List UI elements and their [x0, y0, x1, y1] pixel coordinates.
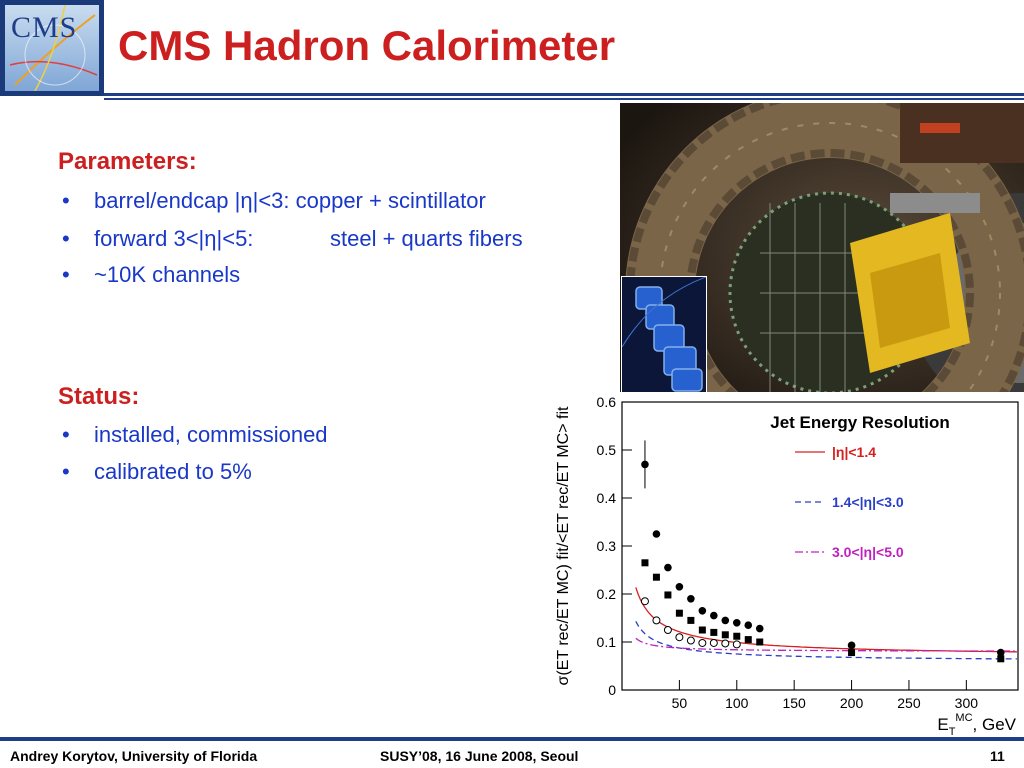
data-point-series-3: [698, 638, 707, 647]
parameters-heading: Parameters:: [58, 148, 197, 175]
data-point-series-2: [687, 616, 695, 624]
data-point-series-2: [641, 559, 649, 567]
data-point-series-2: [664, 591, 672, 599]
title-bar: [104, 0, 1024, 96]
fit-curve-1: [635, 587, 1017, 653]
data-point-series-1: [652, 530, 661, 538]
x-axis-label: ETMC, GeV: [937, 712, 1016, 738]
data-point-series-1: [721, 616, 730, 625]
chart-svg: 0 0.1 0.2 0.3 0.4 0.5 0.6 50 100 150 200 250 300ETMC…: [555, 394, 1019, 738]
data-point-series-1: [698, 607, 707, 615]
fit-curve-2: [635, 620, 1017, 660]
cms-logo: CMS: [0, 0, 104, 96]
scintillator-tiles-graphic: [622, 277, 706, 395]
data-point-series-3: [663, 626, 672, 634]
slide-title: CMS Hadron Calorimeter: [118, 22, 616, 69]
logo-text: CMS: [11, 11, 78, 44]
title-underline: [104, 93, 1024, 96]
data-point-series-2: [698, 626, 706, 634]
y-tick-label: 0: [608, 682, 616, 698]
chart-title: Jet Energy Resolution: [770, 413, 949, 432]
bullet-icon: •: [62, 226, 70, 251]
y-tick-label: 0.2: [597, 586, 617, 602]
scintillator-tiles-inset: [621, 276, 707, 396]
data-point-series-1: [710, 611, 718, 620]
data-point-series-1: [755, 624, 764, 633]
data-point-series-2: [675, 609, 683, 617]
y-tick-label: 0.4: [597, 490, 617, 506]
y-tick-label: 0.1: [597, 634, 617, 650]
data-point-series-3: [686, 636, 695, 645]
parameter-item: • ~10K channels: [62, 262, 241, 287]
cms-logo-graphic: CMS: [5, 5, 99, 91]
y-tick-label: 0.3: [597, 538, 617, 554]
data-point-series-1: [687, 595, 695, 603]
parameter-item: • barrel/endcap |η|<3: copper + scintilla…: [62, 188, 486, 213]
fit-curve-3: [635, 637, 1017, 652]
data-point-series-1: [744, 621, 753, 629]
data-point-series-2: [710, 628, 718, 636]
x-tick-label: 100: [725, 695, 749, 711]
status-item: • calibrated to 5%: [62, 459, 252, 484]
footer-event: SUSY’08, 16 June 2008, Seoul: [380, 748, 579, 764]
x-tick-label: 300: [955, 695, 979, 711]
data-point-series-3: [709, 638, 718, 647]
collision-tracks-icon: [9, 5, 98, 91]
data-point-series-2: [848, 649, 856, 657]
status-heading: Status:: [58, 383, 140, 410]
y-tick-label: 0.5: [597, 442, 617, 458]
data-point-series-2: [997, 655, 1005, 663]
data-point-series-3: [721, 639, 730, 648]
x-tick-label: 150: [782, 695, 806, 711]
y-tick-label: 0.6: [597, 394, 617, 410]
y-axis-label: σ(ET rec/ET MC) fit/<ET rec/ET MC> fit: [555, 406, 572, 686]
data-point-series-2: [733, 632, 741, 640]
footer-author: Andrey Korytov, University of Florida: [10, 748, 258, 764]
footer-divider: [0, 737, 1024, 741]
data-point-series-3: [652, 616, 661, 625]
data-point-series-1: [732, 619, 741, 627]
bullet-icon: •: [62, 188, 70, 213]
x-tick-label: 50: [672, 695, 688, 711]
bullet-icon: •: [62, 459, 70, 484]
data-point-series-1: [664, 563, 672, 572]
page-number: 11: [990, 748, 1005, 764]
data-point-series-2: [756, 638, 764, 646]
parameter-item: • forward 3<|η|<5: steel + quarts fibers: [62, 226, 523, 251]
legend-label-2: 1.4<|η|<3.0: [832, 494, 904, 510]
legend-label-1: |η|<1.4: [832, 444, 876, 460]
bullet-icon: •: [62, 422, 70, 447]
jet-energy-resolution-chart: 0 0.1 0.2 0.3 0.4 0.5 0.6 50 100 150 200 250 300 ETMC…: [540, 392, 1024, 738]
status-item: • installed, commissioned: [62, 422, 328, 447]
data-point-series-3: [675, 633, 684, 642]
data-point-series-2: [721, 631, 729, 639]
legend-label-3: 3.0<|η|<5.0: [832, 544, 904, 560]
data-point-series-2: [744, 636, 752, 644]
data-point-series-2: [652, 573, 660, 581]
data-point-series-1: [675, 583, 684, 591]
bullet-icon: •: [62, 262, 70, 287]
data-point-series-1: [847, 641, 856, 650]
data-point-series-3: [732, 640, 741, 649]
parameter-detail: steel + quarts fibers: [330, 226, 523, 251]
x-tick-label: 200: [840, 695, 864, 711]
plot-frame: [621, 401, 1019, 691]
title-underline-thin: [104, 98, 1024, 100]
x-tick-label: 250: [897, 695, 921, 711]
data-point-series-3: [640, 597, 649, 606]
data-point-series-1: [996, 648, 1005, 657]
